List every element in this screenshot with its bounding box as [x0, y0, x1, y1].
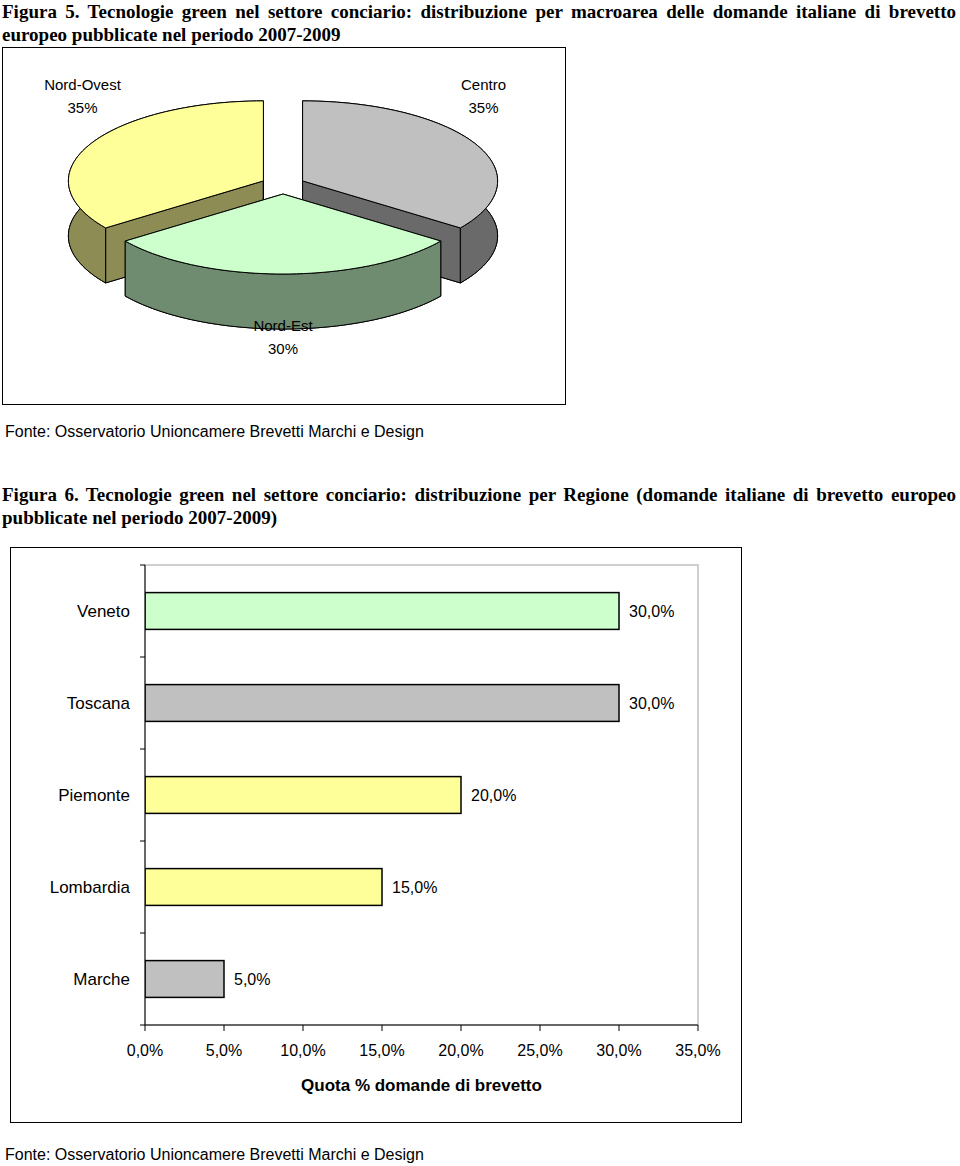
y-tick-mark [140, 933, 145, 934]
slice-value-label: 30% [268, 340, 298, 357]
x-tick-mark [461, 1025, 462, 1031]
x-tick-mark [382, 1025, 383, 1031]
category-label: Marche [73, 970, 130, 989]
x-tick-mark [224, 1025, 225, 1031]
slice-value-label: 35% [468, 99, 498, 116]
x-tick-mark [540, 1025, 541, 1031]
bar-value-label: 30,0% [629, 695, 674, 712]
slice-value-label: 35% [68, 99, 98, 116]
figure-caption: Figura 6. Tecnologie green nel settore c… [2, 483, 956, 529]
y-tick-mark [140, 565, 145, 566]
pie-slice-group [125, 194, 441, 329]
x-tick-label: 0,0% [127, 1042, 163, 1059]
x-tick-mark [619, 1025, 620, 1031]
x-tick-label: 20,0% [438, 1042, 483, 1059]
y-axis-line [145, 565, 146, 1025]
category-label: Lombardia [50, 878, 131, 897]
category-label: Veneto [77, 602, 130, 621]
slice-label: Nord-Ovest [44, 76, 122, 93]
y-tick-mark [140, 657, 145, 658]
bar [145, 593, 619, 630]
y-tick-mark [140, 1025, 145, 1026]
x-tick-label: 15,0% [359, 1042, 404, 1059]
plot-area [145, 565, 698, 1025]
bar [145, 869, 382, 906]
y-tick-mark [140, 841, 145, 842]
category-label: Piemonte [58, 786, 130, 805]
bar-value-label: 5,0% [234, 971, 270, 988]
x-axis-line [145, 1025, 698, 1026]
bar [145, 685, 619, 722]
bar [145, 961, 224, 998]
x-tick-mark [145, 1025, 146, 1031]
x-tick-label: 30,0% [596, 1042, 641, 1059]
bar-value-label: 30,0% [629, 603, 674, 620]
source-note: Fonte: Osservatorio Unioncamere Brevetti… [5, 423, 424, 440]
x-tick-label: 5,0% [206, 1042, 242, 1059]
slice-label: Nord-Est [253, 317, 313, 334]
x-axis-title: Quota % domande di brevetto [301, 1076, 542, 1095]
chart-frame [3, 48, 566, 405]
category-label: Toscana [67, 694, 131, 713]
bar [145, 777, 461, 814]
bar-value-label: 20,0% [471, 787, 516, 804]
pie [68, 101, 497, 329]
slice-label: Centro [461, 76, 506, 93]
bar-value-label: 15,0% [392, 879, 437, 896]
source-note: Fonte: Osservatorio Unioncamere Brevetti… [5, 1146, 424, 1163]
y-tick-mark [140, 749, 145, 750]
x-tick-label: 35,0% [675, 1042, 720, 1059]
figure-caption: Figura 5. Tecnologie green nel settore c… [2, 0, 956, 46]
bars [145, 593, 619, 998]
x-tick-mark [303, 1025, 304, 1031]
figure-canvas: Fonte: Osservatorio Unioncamere Brevetti… [0, 0, 960, 1166]
x-tick-mark [698, 1025, 699, 1031]
chart-frame [11, 548, 742, 1123]
pie-slice [125, 194, 441, 274]
x-tick-label: 10,0% [280, 1042, 325, 1059]
x-tick-label: 25,0% [517, 1042, 562, 1059]
